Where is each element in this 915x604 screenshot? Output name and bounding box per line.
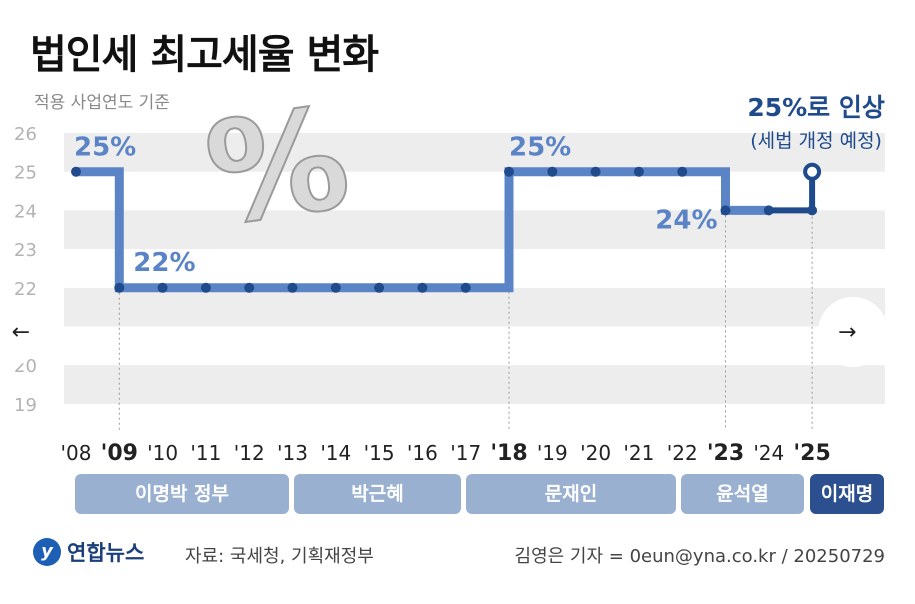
yonhap-logo-icon: y [33,538,61,566]
government-label: 윤석열 [681,474,804,514]
y-tick-label: 19 [14,395,37,416]
government-label: 이재명 [810,474,884,514]
arrow-right-icon: → [838,319,857,345]
x-tick-label: '13 [277,441,308,465]
government-label: 박근혜 [294,474,461,514]
grid-band [64,365,885,404]
data-point [504,166,514,177]
credit-note: 김영은 기자 = 0eun@yna.co.kr / 20250729 [514,546,885,567]
chart-subtitle: 적용 사업연도 기준 [34,93,170,113]
y-tick-label: 26 [14,124,37,145]
value-annotation: 22% [133,248,195,278]
data-point [590,166,601,177]
data-point [547,166,558,177]
government-label: 문재인 [466,474,676,514]
logo-text: 연합뉴스 [67,541,145,565]
x-tick-label: '12 [234,441,265,465]
value-annotation: 25% [509,133,571,163]
x-tick-label: '11 [190,441,221,465]
x-tick-label: '18 [490,441,527,466]
x-tick-label: '17 [450,441,481,465]
data-point [374,282,385,293]
data-point [807,205,818,216]
x-tick-label: '16 [407,441,438,465]
x-tick-label: '20 [580,441,611,465]
x-tick-label: '15 [364,441,395,465]
data-point [244,282,255,293]
data-point [330,282,341,293]
value-annotation: 25% [74,133,136,163]
source-note: 자료: 국세청, 기획재정부 [185,546,374,567]
x-tick-label: '24 [753,441,784,465]
data-point [677,166,688,177]
x-tick-label: '22 [667,441,698,465]
value-annotation: 24% [655,205,717,235]
grid-band [64,287,885,327]
page-title: 법인세 최고세율 변화 [30,32,379,78]
grid-band [64,133,885,172]
data-point [633,166,644,177]
y-tick-label: 24 [14,201,37,222]
final-data-point [803,162,822,181]
data-point [287,282,298,293]
x-tick-label: '25 [793,441,830,466]
final-label: 25%로 인상 [747,93,885,122]
y-tick-label: 23 [14,240,37,261]
next-button[interactable]: → [818,297,888,367]
data-point [763,205,774,216]
data-point [157,282,168,293]
x-tick-label: '19 [537,441,568,465]
publisher-logo: y 연합뉴스 [33,537,144,567]
arrow-left-icon: ← [11,319,30,345]
government-label: 이명박 정부 [75,474,289,514]
x-tick-label: '09 [101,441,138,466]
data-point [200,282,211,293]
x-tick-label: '21 [623,441,654,465]
x-tick-label: '23 [707,441,744,466]
x-tick-label: '14 [320,441,351,465]
final-label-note: (세법 개정 예정) [750,130,882,152]
grid-band [64,210,885,250]
series-line [76,167,769,293]
data-point [114,282,125,293]
data-point [417,282,428,293]
x-tick-label: '10 [147,441,178,465]
data-point [720,205,731,216]
y-tick-label: 22 [14,279,37,300]
y-tick-label: 25 [14,163,37,184]
data-point [460,282,471,293]
percent-icon: % [197,77,359,258]
data-point [71,166,81,177]
x-tick-label: '08 [61,441,92,465]
